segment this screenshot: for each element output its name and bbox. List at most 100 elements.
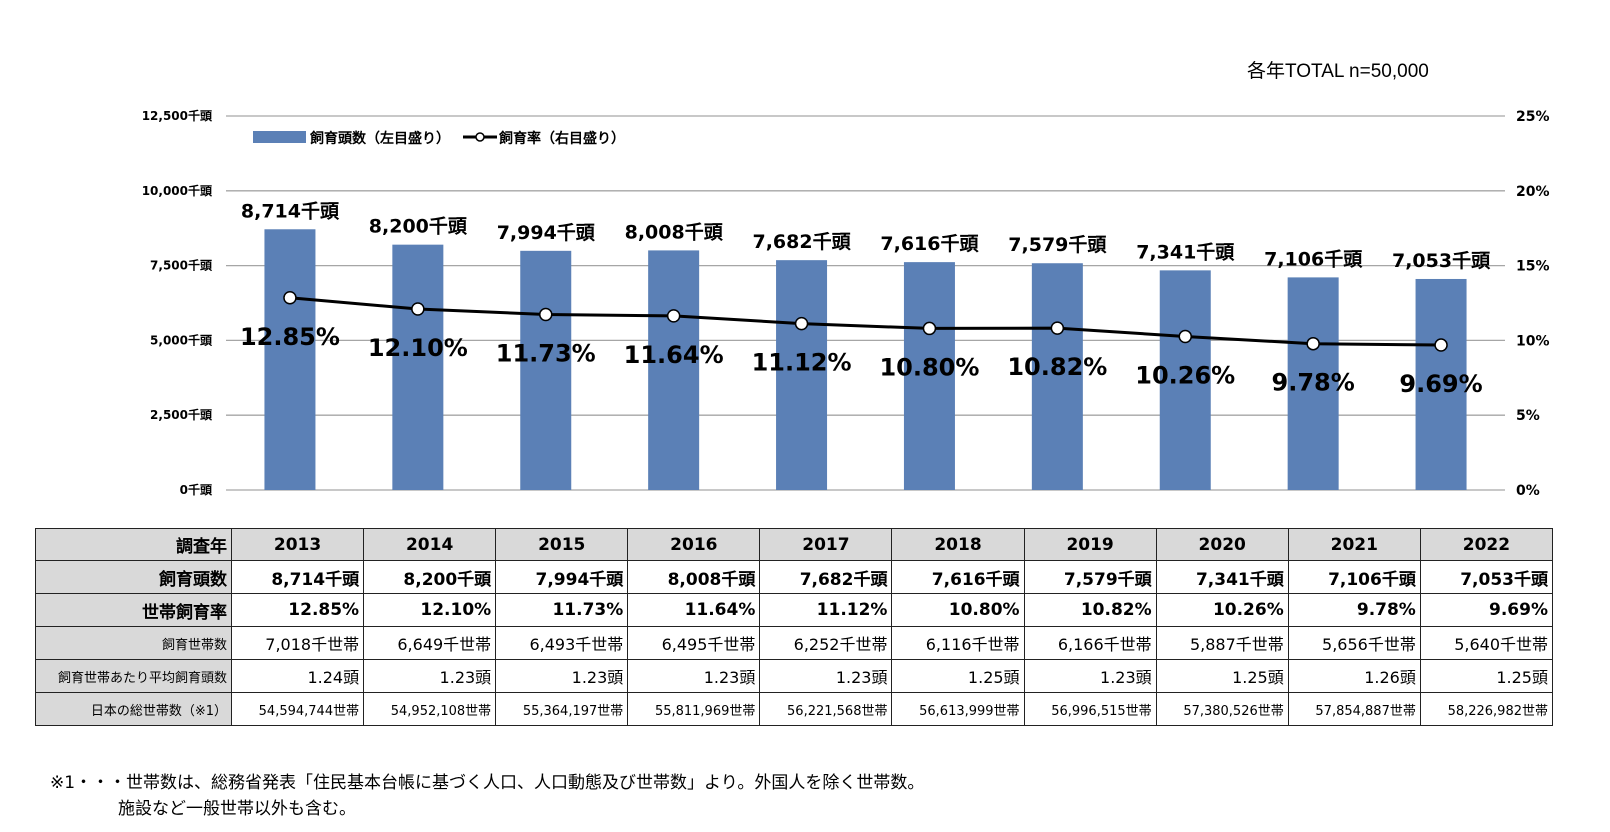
table-cell: 56,613,999世帯 bbox=[891, 692, 1025, 726]
table-cell: 8,200千頭 bbox=[363, 560, 497, 594]
y-right-tick-label: 5% bbox=[1516, 408, 1540, 424]
table-cell: 1.26頭 bbox=[1287, 659, 1421, 693]
y-left-tick-label: 0千頭 bbox=[180, 482, 213, 497]
line-point bbox=[794, 316, 809, 331]
footnote-line-2: 施設など一般世帯以外も含む。 bbox=[118, 799, 356, 819]
table-cell: 56,221,568世帯 bbox=[759, 692, 893, 726]
bar bbox=[903, 262, 955, 490]
line-point bbox=[1306, 336, 1320, 351]
table-cell: 8,714千頭 bbox=[230, 560, 365, 594]
table-year-header: 2016 bbox=[627, 528, 761, 561]
y-left-tick-label: 2,500千頭 bbox=[150, 407, 213, 422]
bar-value-label: 8,714千頭 bbox=[241, 200, 340, 222]
table-cell: 7,682千頭 bbox=[759, 560, 893, 594]
table-row: 世帯飼育率 12.85% 12.10% 11.73% 11.64% 11.12% 10.80… bbox=[35, 593, 1554, 627]
y-left-tick-label: 5,000千頭 bbox=[150, 332, 213, 347]
table-cell: 1.24頭 bbox=[230, 659, 365, 693]
table-cell: 12.10% bbox=[363, 593, 497, 627]
table-year-header: 2022 bbox=[1419, 528, 1554, 561]
line-value-label: 12.10% bbox=[368, 334, 468, 362]
table-cell: 54,594,744世帯 bbox=[230, 692, 365, 726]
bar-value-label: 7,616千頭 bbox=[880, 233, 979, 255]
table-cell: 10.26% bbox=[1155, 593, 1289, 627]
table-cell: 5,640千世帯 bbox=[1419, 626, 1554, 660]
bar bbox=[264, 229, 316, 491]
line-value-label: 11.73% bbox=[496, 340, 596, 368]
table-cell: 1.25頭 bbox=[891, 659, 1025, 693]
table-cell: 10.82% bbox=[1023, 593, 1157, 627]
y-right-tick-label: 0% bbox=[1516, 483, 1540, 499]
data-table: 調査年 2013 2014 2015 2016 2017 2018 2019 2… bbox=[35, 528, 1554, 726]
table-row-label: 飼育世帯数 bbox=[35, 626, 232, 660]
table-cell: 1.25頭 bbox=[1419, 659, 1554, 693]
line-value-label: 9.69% bbox=[1399, 370, 1482, 398]
y-right-tick-label: 25% bbox=[1516, 109, 1550, 125]
table-cell: 6,493千世帯 bbox=[495, 626, 629, 660]
table-cell: 7,616千頭 bbox=[891, 560, 1025, 594]
table-cell: 57,380,526世帯 bbox=[1155, 692, 1289, 726]
table-cell: 1.23頭 bbox=[1023, 659, 1157, 693]
table-cell: 11.12% bbox=[759, 593, 893, 627]
table-cell: 7,053千頭 bbox=[1419, 560, 1554, 594]
rate-line bbox=[289, 296, 1442, 347]
line-point bbox=[922, 321, 937, 336]
bar bbox=[392, 244, 444, 490]
table-cell: 7,994千頭 bbox=[495, 560, 629, 594]
table-row-label: 世帯飼育率 bbox=[35, 593, 232, 627]
line-value-label: 10.26% bbox=[1135, 362, 1235, 390]
table-cell: 6,252千世帯 bbox=[759, 626, 893, 660]
table-cell: 6,495千世帯 bbox=[627, 626, 761, 660]
table-cell: 55,811,969世帯 bbox=[627, 692, 761, 726]
table-year-header: 2021 bbox=[1287, 528, 1421, 561]
table-cell: 57,854,887世帯 bbox=[1287, 692, 1421, 726]
table-year-header: 2015 bbox=[495, 528, 629, 561]
legend-line-label: 飼育率（右目盛り） bbox=[498, 130, 625, 147]
bar-value-label: 7,682千頭 bbox=[752, 231, 851, 253]
table-year-header: 2018 bbox=[891, 528, 1025, 561]
line-value-label: 10.80% bbox=[879, 353, 979, 381]
line-point bbox=[1178, 329, 1192, 344]
table-cell: 7,106千頭 bbox=[1287, 560, 1421, 594]
table-cell: 1.23頭 bbox=[759, 659, 893, 693]
line-value-label: 9.78% bbox=[1272, 369, 1355, 397]
bar-value-label: 7,106千頭 bbox=[1264, 248, 1363, 270]
table-cell: 6,649千世帯 bbox=[363, 626, 497, 660]
y-left-tick-label: 10,000千頭 bbox=[142, 183, 213, 198]
bar-value-label: 7,053千頭 bbox=[1392, 250, 1491, 272]
line-value-label: 12.85% bbox=[240, 323, 340, 351]
table-row-label: 日本の総世帯数（※1） bbox=[35, 692, 232, 726]
table-cell: 7,579千頭 bbox=[1023, 560, 1157, 594]
table-year-header: 2013 bbox=[230, 528, 365, 561]
legend-bar-swatch bbox=[253, 131, 306, 143]
bar bbox=[1159, 270, 1211, 490]
table-cell: 9.69% bbox=[1419, 593, 1554, 627]
bar-value-label: 8,200千頭 bbox=[369, 216, 468, 238]
bar-value-label: 7,994千頭 bbox=[497, 222, 596, 244]
table-row-label: 飼育頭数 bbox=[35, 560, 232, 594]
table-cell: 7,341千頭 bbox=[1155, 560, 1289, 594]
line-point bbox=[411, 302, 425, 316]
table-row-label: 飼育世帯あたり平均飼育頭数 bbox=[35, 659, 232, 693]
legend-line-marker bbox=[475, 132, 485, 142]
table-cell: 8,008千頭 bbox=[627, 560, 761, 594]
line-point bbox=[283, 291, 297, 305]
line-value-label: 11.12% bbox=[752, 349, 852, 377]
table-row: 飼育世帯あたり平均飼育頭数 1.24頭 1.23頭 1.23頭 1.23頭 1.23頭 1.… bbox=[35, 659, 1554, 693]
table-row: 飼育世帯数 7,018千世帯 6,649千世帯 6,493千世帯 6,495千世帯 6,2… bbox=[35, 626, 1554, 660]
table-cell: 56,996,515世帯 bbox=[1023, 692, 1157, 726]
table-cell: 54,952,108世帯 bbox=[363, 692, 497, 726]
table-cell: 11.73% bbox=[495, 593, 629, 627]
bar-value-label: 8,008千頭 bbox=[625, 221, 724, 243]
table-cell: 11.64% bbox=[627, 593, 761, 627]
table-cell: 6,116千世帯 bbox=[891, 626, 1025, 660]
table-year-header: 2020 bbox=[1155, 528, 1289, 561]
table-year-header: 2017 bbox=[759, 528, 893, 561]
table-row: 飼育頭数 8,714千頭 8,200千頭 7,994千頭 8,008千頭 7,682千頭 7… bbox=[35, 560, 1554, 594]
bar-value-label: 7,341千頭 bbox=[1136, 241, 1235, 263]
table-cell: 9.78% bbox=[1287, 593, 1421, 627]
bar bbox=[1031, 263, 1083, 490]
line-value-label: 10.82% bbox=[1007, 353, 1107, 381]
line-point bbox=[666, 309, 681, 323]
table-cell: 5,887千世帯 bbox=[1155, 626, 1289, 660]
bar bbox=[1415, 278, 1467, 490]
